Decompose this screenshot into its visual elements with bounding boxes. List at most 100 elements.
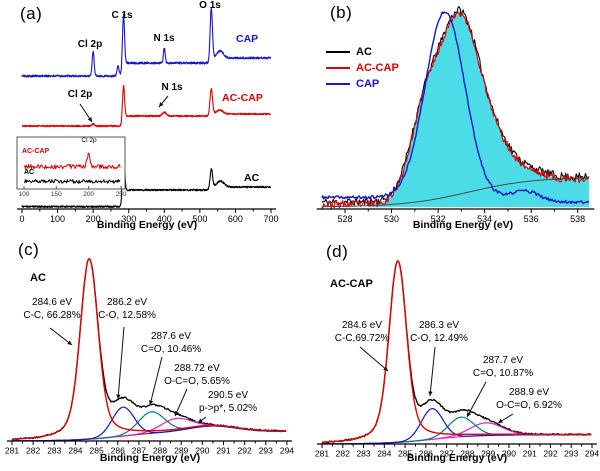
panel-fit-tick-label: 293 [259,446,273,456]
annotation-cc-ev: 284.6 eV [31,297,73,308]
annotation-d-oco: 288.9 eV O-C=O, 6.92% [496,386,562,412]
inset-label-ac: AC [24,169,35,176]
annotation-co-pct: C-O, 12.58% [98,310,156,321]
annotation-arrow-0 [49,327,73,346]
panel-fit-tick-label: 286 [419,449,433,459]
annotation-d-oco-pct: O-C=O, 6.92% [496,400,562,411]
panel-a-tick-label: 700 [263,214,278,224]
panel-d-plot: 281 282 283 284 285 286 287 288 289 290 291 292 293 2… [315,260,599,459]
panel-a: 100 150 200 250 0 100 200 300 400 500 600 700 (a) C… [0,0,300,235]
inset-tick-label: 250 [116,191,127,198]
panel-b-tick-label: 528 [337,214,352,224]
annotation-c=o: 287.6 eV C=O, 10.46% [141,330,201,356]
panel-fit-tick-label: 285 [90,446,104,456]
series-label-cap: CAP [236,33,259,45]
series-label-ac-cap: AC-CAP [222,92,263,104]
panel-fit-tick-label: 283 [356,449,370,459]
curve-component-c-c [322,260,592,443]
annotation-c=o-ev: 287.6 eV [150,331,192,342]
peak-label-n1s: N 1s [153,33,175,44]
curve-component-o-c=o [322,422,592,445]
panel-a-tick-label: 500 [192,214,207,224]
panel-d-sample: AC-CAP [330,278,373,290]
arrow-label-cl2p: Cl 2p [67,89,93,100]
panel-fit-tick-label: 290 [502,449,516,459]
annotation-cc-pct: C-C, 66.28% [23,310,81,321]
curve-b-cap [321,11,590,205]
panel-a-xlabel: Binding Energy (eV) [96,219,198,231]
annotation-arrow-3 [497,413,514,424]
panel-a-tick-label: 200 [86,214,101,224]
panel-a-tick-label: 100 [50,214,65,224]
curve-component-c=o [12,411,287,442]
panel-fit-tick-label: 292 [543,449,557,459]
panel-b-tick-label: 534 [477,214,492,224]
annotation-d-cc-ev: 284.6 eV [341,320,383,331]
panel-b-letter: (b) [330,3,353,22]
legend-item-ac: AC [326,44,399,60]
annotation-arrow-4 [197,416,207,424]
peak-label-c1s: C 1s [111,10,133,21]
curve-component-c-o [322,408,592,445]
panel-fit-tick-label: 282 [26,446,40,456]
annotation-oco-pct: O-C=O, 5.65% [164,376,230,387]
panel-b-tick-label: 532 [431,214,446,224]
panel-d-letter: (d) [326,242,349,261]
legend-label-ac-cap: AC-CAP [356,62,399,74]
panel-fit-tick-label: 289 [174,446,188,456]
inset-label-ac-cap: AC-CAP [22,148,50,155]
annotation-c=o-pct: C=O, 10.46% [140,344,202,355]
panel-b-plot: 528 530 532 534 536 538 [316,6,595,224]
annotation-co: 286.2 eV C-O, 12.58% [98,296,156,322]
panel-fit-tick-label: 291 [523,449,537,459]
annotation-d-cc-pct: C-C,69.72% [334,333,390,344]
panel-c-sample: AC [30,272,46,284]
panel-fit-tick-label: 282 [336,449,350,459]
panel-fit-tick-label: 291 [216,446,230,456]
annotation-arrow-3 [174,388,188,417]
panel-fit-tick-label: 286 [111,446,125,456]
panel-fit-tick-label: 287 [132,446,146,456]
annotation-cc: 284.6 eV C-C, 66.28% [23,296,80,322]
legend-line-cap [326,83,350,85]
annotation-oco-ev: 288.72 eV [174,363,220,374]
legend-item-ac-cap: AC-CAP [326,60,399,76]
panel-fit-tick-label: 284 [68,446,82,456]
legend-label-cap: CAP [356,78,380,90]
annotation-arrow-1 [428,346,436,397]
panel-c-xlabel: Binding Energy (eV) [99,452,201,464]
panel-a-letter: (a) [20,4,43,23]
panel-b-tick-label: 530 [384,214,399,224]
curve-b-background [321,177,589,208]
panel-fit-tick-label: 281 [5,446,19,456]
annotation-d-cc: 284.6 eV C-C,69.72% [335,319,389,345]
panel-fit-tick-label: 288 [153,446,167,456]
arrow-cl2p [79,103,93,123]
series-label-ac: AC [244,172,260,184]
inset-tick-label: 150 [51,191,62,198]
annotation-d-c=o: 287.7 eV C=O, 10.87% [473,354,533,380]
annotation-arrow-2 [148,356,163,406]
panel-fit-tick-label: 294 [585,449,599,459]
panel-b: 528 530 532 534 536 538 (b) AC AC-CAP CAP Bin… [300,0,600,235]
legend-item-cap: CAP [326,76,399,92]
panel-a-tick-label: 400 [157,214,172,224]
panel-a-tick-label: 600 [228,214,243,224]
panel-fit-tick-label: 284 [377,449,391,459]
panel-fit-tick-label: 292 [238,446,252,456]
panel-a-tick-label: 300 [121,214,136,224]
panel-b-xlabel: Binding Energy (eV) [412,219,514,231]
panel-a-plot: 100 150 200 250 0 100 200 300 400 500 600 700 [16,7,279,224]
legend-line-ac [326,51,350,53]
peak-label-o1s: O 1s [199,0,221,11]
curve-ac [21,142,272,208]
inset-curve-ac-cap [24,152,121,170]
annotation-d-co-ev: 286.3 eV [418,320,460,331]
panel-fit-tick-label: 293 [564,449,578,459]
inset-tick-label: 200 [83,191,94,198]
panel-d: 281 282 283 284 285 286 287 288 289 290 291 292 293 2… [300,235,600,471]
annotation-d-oco-ev: 288.9 eV [508,387,550,398]
inset-tick-label: 100 [19,191,30,198]
panel-fit-tick-label: 285 [398,449,412,459]
panel-b-tick-label: 536 [524,214,539,224]
